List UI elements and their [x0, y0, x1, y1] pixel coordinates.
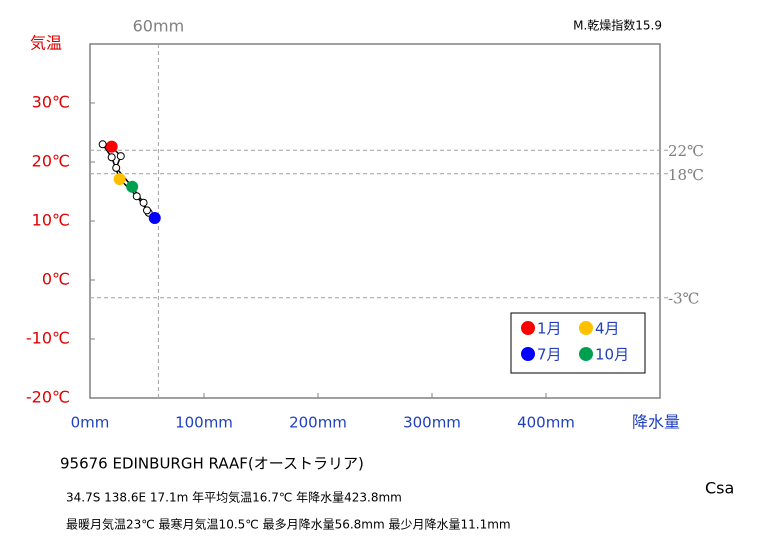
point — [116, 152, 125, 161]
ref-label: -3℃ — [668, 290, 699, 308]
point — [98, 140, 107, 149]
y-tick-label: 0℃ — [42, 270, 70, 289]
aridity: M.乾燥指数15.9 — [573, 18, 662, 33]
legend-label: 1月 — [537, 320, 562, 338]
ref-label: 18℃ — [668, 166, 704, 184]
x-tick-label: 400mm — [517, 414, 575, 432]
point — [148, 212, 161, 225]
y-axis-label: 気温 — [30, 34, 62, 53]
x-tick-label: 200mm — [289, 414, 347, 432]
legend-label: 10月 — [595, 346, 629, 364]
y-tick-label: 10℃ — [32, 211, 70, 230]
ref-label: 22℃ — [668, 142, 704, 160]
point — [139, 198, 148, 207]
legend-label: 7月 — [537, 346, 562, 364]
legend-marker — [521, 321, 535, 335]
legend-marker — [579, 347, 593, 361]
info-line: 34.7S 138.6E 17.1m 年平均気温16.7℃ 年降水量423.8m… — [66, 490, 402, 505]
x-tick-label: 300mm — [403, 414, 461, 432]
legend-marker — [521, 347, 535, 361]
point — [105, 140, 118, 153]
y-tick-label: -20℃ — [26, 388, 70, 407]
point — [132, 192, 141, 201]
point — [107, 153, 116, 162]
legend-box — [510, 312, 646, 374]
info-line: 最暖月気温23℃ 最寒月気温10.5℃ 最多月降水量56.8mm 最少月降水量1… — [66, 517, 511, 532]
legend-marker — [579, 321, 593, 335]
point — [126, 180, 139, 193]
x-tick-label: 0mm — [71, 414, 110, 432]
climate-class: Csa — [705, 479, 734, 498]
point — [113, 173, 126, 186]
y-tick-label: -10℃ — [26, 329, 70, 348]
point — [143, 206, 151, 215]
x-axis-label: 降水量 — [632, 413, 680, 432]
y-tick-label: 20℃ — [32, 152, 70, 171]
point — [112, 163, 121, 172]
station: 95676 EDINBURGH RAAF(オーストラリア) — [60, 455, 364, 473]
y-tick-label: 30℃ — [32, 93, 70, 112]
legend-label: 4月 — [595, 320, 620, 338]
x-tick-label: 100mm — [175, 414, 233, 432]
ref-label: 60mm — [133, 17, 185, 36]
